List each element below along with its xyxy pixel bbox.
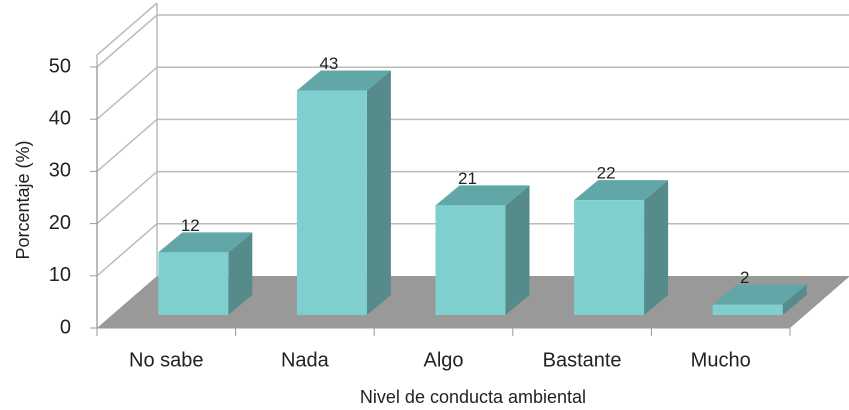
bar-side: [228, 232, 253, 315]
y-tick-label: 40: [49, 107, 71, 129]
y-tick-label: 0: [60, 316, 71, 338]
bar-top: [435, 185, 530, 206]
bar: [158, 252, 229, 315]
data-label: 2: [740, 268, 749, 287]
grid-line: [96, 66, 849, 120]
bar-top: [574, 180, 669, 201]
x-axis-label: Nivel de conducta ambiental: [360, 387, 586, 407]
y-axis-label: Porcentaje (%): [13, 140, 33, 259]
bar-side: [366, 70, 391, 315]
data-label: 12: [181, 216, 200, 235]
bar-side: [644, 180, 669, 315]
bar: [574, 200, 645, 315]
y-tick-label: 10: [49, 264, 71, 286]
y-tick-label: 30: [49, 160, 71, 182]
y-tick-label: 50: [49, 55, 71, 77]
bar: [296, 90, 367, 315]
grid-line: [96, 118, 849, 172]
x-tick-label: Bastante: [543, 349, 622, 371]
data-label: 22: [597, 164, 616, 183]
x-tick-label: Mucho: [691, 349, 751, 371]
bar-top: [712, 284, 807, 305]
bar-side: [782, 284, 807, 315]
x-tick-label: Nada: [281, 349, 330, 371]
x-tick-label: No sabe: [129, 349, 204, 371]
y-tick-label: 20: [49, 212, 71, 234]
data-label: 43: [319, 54, 338, 73]
x-tick-label: Algo: [423, 349, 463, 371]
bar-top: [158, 232, 253, 253]
data-label: 21: [458, 169, 477, 188]
grid-line: [96, 14, 849, 68]
bar-side: [505, 185, 530, 315]
bar: [712, 304, 783, 315]
grid-line: [96, 170, 849, 225]
bar-top: [296, 70, 391, 91]
bar: [435, 205, 506, 315]
